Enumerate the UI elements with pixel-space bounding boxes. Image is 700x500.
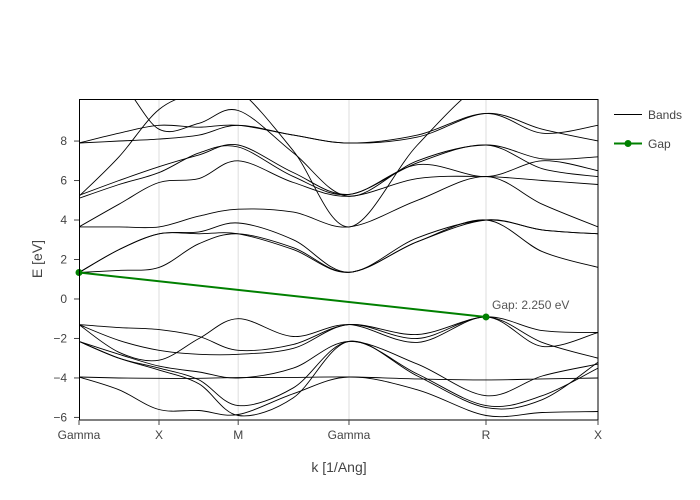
band-line <box>79 316 598 359</box>
high-symmetry-gridlines <box>158 99 487 420</box>
legend-item-gap[interactable]: Gap <box>614 137 671 151</box>
band-line <box>133 99 598 197</box>
x-axis-ticks: Gamma X M Gamma R X <box>58 420 602 442</box>
y-tick-label: −4 <box>53 371 67 385</box>
y-tick-label: 6 <box>60 174 67 188</box>
band-line <box>79 112 598 144</box>
y-axis-ticks: −6 −4 −2 0 2 4 6 8 <box>53 134 79 424</box>
x-tick-label: X <box>594 428 602 442</box>
gap-annotation: Gap: 2.250 eV <box>492 298 569 312</box>
gap-series <box>75 269 490 321</box>
band-line <box>79 160 598 228</box>
legend-label-gap: Gap <box>648 137 671 151</box>
band-line <box>79 340 598 417</box>
band-line <box>79 316 598 352</box>
legend-item-bands[interactable]: Bands <box>614 108 682 122</box>
y-tick-label: 2 <box>60 253 67 267</box>
band-line <box>79 144 598 199</box>
legend: Bands Gap <box>614 108 682 151</box>
band-line <box>79 219 598 273</box>
band-line <box>248 99 464 228</box>
band-line <box>79 219 598 273</box>
band-line <box>79 376 598 418</box>
band-line <box>79 376 598 381</box>
y-tick-label: 0 <box>60 292 67 306</box>
y-tick-label: 4 <box>60 213 67 227</box>
x-tick-label: M <box>233 428 243 442</box>
legend-label-bands: Bands <box>648 108 682 122</box>
band-line <box>79 143 598 196</box>
band-line <box>79 316 598 362</box>
y-axis-title: E [eV] <box>29 240 45 278</box>
band-line <box>79 176 598 229</box>
plot-frame <box>79 99 599 421</box>
x-tick-label: R <box>482 428 491 442</box>
x-axis-title: k [1/Ang] <box>311 459 366 475</box>
x-tick-label: Gamma <box>58 428 101 442</box>
y-tick-label: −6 <box>53 410 67 424</box>
x-tick-label: X <box>155 428 163 442</box>
gap-line <box>78 271 487 318</box>
band-line <box>79 340 598 397</box>
band-line <box>79 340 598 407</box>
band-line <box>79 219 598 273</box>
y-tick-label: 8 <box>60 134 67 148</box>
gap-point-marker[interactable] <box>482 313 490 321</box>
y-tick-label: −2 <box>53 331 67 345</box>
bands-series <box>79 99 598 418</box>
x-tick-label: Gamma <box>328 428 371 442</box>
gap-marker-icon <box>624 140 632 147</box>
